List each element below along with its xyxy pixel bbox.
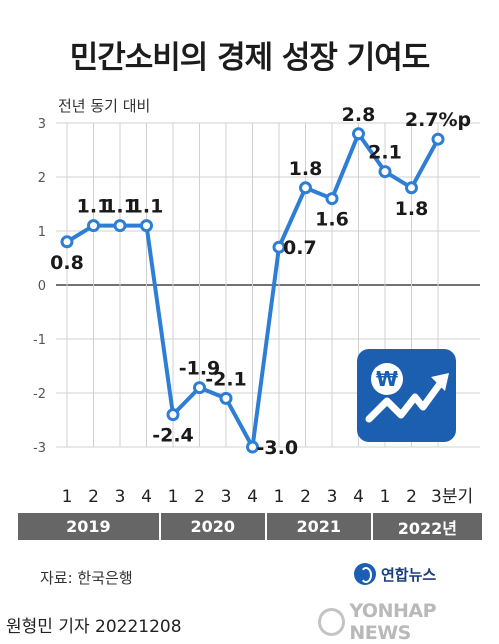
- chart-subtitle: 전년 동기 대비: [58, 97, 151, 115]
- data-label: 1.1: [77, 196, 111, 218]
- year-bar: 2022년: [372, 513, 482, 540]
- data-label: 0.7: [283, 237, 317, 259]
- x-tick-label: 3: [221, 487, 232, 507]
- data-label: 0.8: [50, 252, 84, 274]
- x-tick-label: 2: [300, 487, 311, 507]
- data-label: 1.1: [130, 196, 164, 218]
- data-point: [431, 132, 445, 146]
- svg-text:₩: ₩: [376, 367, 398, 391]
- chart-title: 민간소비의 경제 성장 기여도: [69, 40, 431, 76]
- data-point: [405, 181, 418, 195]
- data-label: 1.8: [395, 198, 429, 220]
- data-points: [60, 127, 445, 454]
- data-point: [113, 219, 127, 233]
- x-tick-label: 2: [194, 487, 205, 507]
- data-labels: 0.81.11.11.1-2.4-1.9-2.1-3.00.71.81.62.8…: [50, 104, 471, 459]
- y-tick-label: -3: [33, 441, 46, 456]
- x-tick-labels: 1 2 3 4 1 2 3 4 1 2 3 4 1 2 3분기: [62, 487, 474, 507]
- y-tick-labels: 3 2 1 0 -1 -2 -3: [33, 117, 46, 456]
- won-rising-chart-icon: ₩: [357, 349, 456, 442]
- x-tick-label: 4: [247, 487, 258, 507]
- x-tick-label: 1: [380, 487, 391, 507]
- data-point: [193, 381, 206, 395]
- data-label: 2.8: [342, 104, 376, 126]
- watermark: YONHAP NEWS: [318, 600, 499, 644]
- data-point: [272, 240, 286, 254]
- data-label: 1.1: [103, 196, 137, 218]
- data-point: [166, 408, 180, 422]
- data-label: -2.1: [205, 368, 247, 390]
- data-label: -2.4: [152, 425, 194, 447]
- data-point: [87, 219, 100, 233]
- source-note: 자료: 한국은행: [40, 569, 133, 587]
- year-bar: 2020: [160, 513, 265, 540]
- data-point: [299, 181, 312, 195]
- watermark-icon: [318, 608, 346, 636]
- reporter-credit: 원형민 기자 20221208: [6, 617, 182, 637]
- year-bar: 2019: [18, 513, 159, 540]
- data-label: 2.7%p: [405, 109, 471, 131]
- x-tick-label: 3: [115, 487, 126, 507]
- y-tick-label: 0: [38, 279, 46, 294]
- data-point: [352, 127, 365, 141]
- x-tick-label: 4: [353, 487, 364, 507]
- data-point: [140, 219, 153, 233]
- yonhap-logo-icon: [354, 563, 376, 585]
- data-label: 1.6: [315, 209, 349, 231]
- y-tick-label: 3: [38, 117, 46, 132]
- year-bar: 2021: [266, 513, 371, 540]
- x-tick-label: 1: [274, 487, 285, 507]
- data-label: -3.0: [257, 437, 299, 459]
- x-tick-label: 3: [327, 487, 338, 507]
- x-tick-label: 1: [62, 487, 73, 507]
- x-tick-label: 3분기: [431, 487, 473, 507]
- y-tick-label: 2: [38, 171, 46, 186]
- yonhap-logo-text: 연합뉴스: [381, 565, 437, 584]
- x-tick-label: 2: [88, 487, 99, 507]
- yonhap-logo: 연합뉴스: [354, 563, 436, 585]
- data-label: -1.9: [179, 358, 221, 380]
- data-point: [219, 391, 233, 405]
- data-point: [246, 440, 259, 454]
- data-point: [378, 165, 392, 179]
- x-tick-label: 1: [168, 487, 179, 507]
- x-tick-label: 4: [141, 487, 152, 507]
- data-point: [325, 192, 339, 206]
- watermark-text: YONHAP NEWS: [349, 600, 437, 644]
- data-label: 1.8: [289, 158, 323, 180]
- x-tick-label: 2: [406, 487, 417, 507]
- y-tick-label: 1: [38, 225, 46, 240]
- y-tick-label: -2: [33, 387, 46, 402]
- y-tick-label: -1: [33, 333, 46, 348]
- data-label: 2.1: [368, 142, 402, 164]
- data-point: [60, 235, 74, 249]
